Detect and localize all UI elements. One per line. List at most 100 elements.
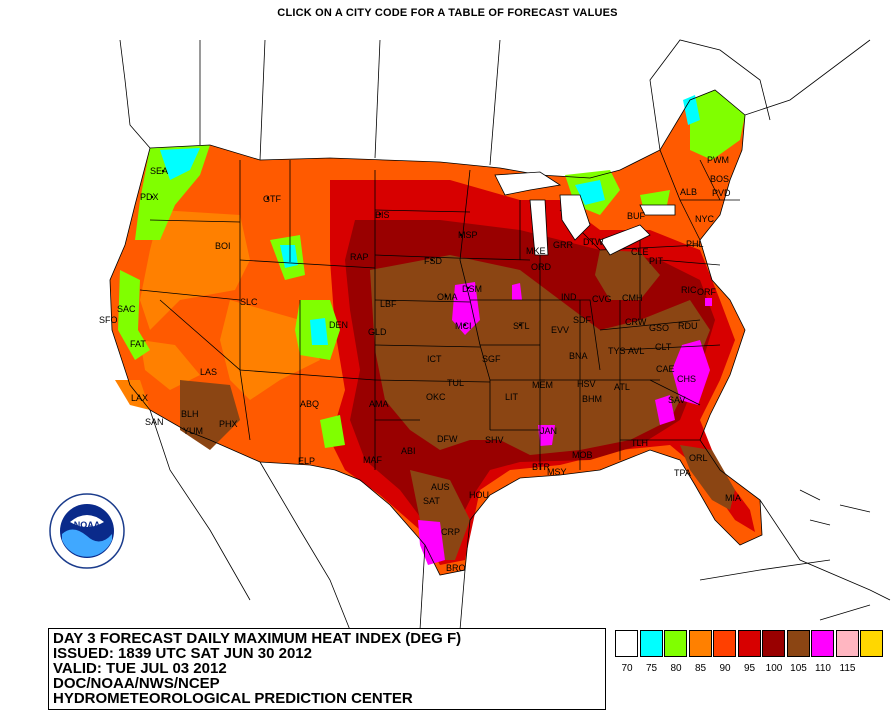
city-code-dtw[interactable]: DTW bbox=[583, 237, 604, 247]
city-code-dsm[interactable]: DSM bbox=[462, 284, 482, 294]
map-title: DAY 3 FORECAST DAILY MAXIMUM HEAT INDEX … bbox=[53, 630, 462, 647]
city-code-slc[interactable]: SLC bbox=[240, 297, 258, 307]
city-code-den[interactable]: DEN bbox=[329, 320, 349, 330]
city-code-sat[interactable]: SAT bbox=[423, 496, 440, 506]
city-code-bro[interactable]: BRO bbox=[446, 563, 466, 573]
legend-label: 105 bbox=[790, 663, 807, 674]
city-code-cvg[interactable]: CVG bbox=[592, 294, 612, 304]
city-code-shv[interactable]: SHV bbox=[485, 435, 504, 445]
city-code-sgf[interactable]: SGF bbox=[482, 354, 501, 364]
city-code-cmh[interactable]: CMH bbox=[622, 293, 643, 303]
city-code-avl[interactable]: AVL bbox=[628, 346, 645, 356]
legend-swatch bbox=[615, 630, 638, 657]
city-code-stl[interactable]: STL bbox=[513, 321, 530, 331]
city-code-pwm[interactable]: PWM bbox=[707, 155, 729, 165]
city-code-fsd[interactable]: FSD bbox=[424, 256, 442, 266]
city-code-msp[interactable]: MSP bbox=[458, 230, 478, 240]
city-code-sav[interactable]: SAV bbox=[668, 395, 686, 405]
city-code-elp[interactable]: ELP bbox=[298, 456, 316, 466]
city-code-evv[interactable]: EVV bbox=[551, 325, 570, 335]
city-code-hou[interactable]: HOU bbox=[469, 490, 489, 500]
city-code-bhm[interactable]: BHM bbox=[582, 394, 602, 404]
city-code-fat[interactable]: FAT bbox=[130, 339, 146, 349]
city-code-abi[interactable]: ABI bbox=[401, 446, 416, 456]
city-code-tys[interactable]: TYS bbox=[608, 346, 626, 356]
city-code-pvd[interactable]: PVD bbox=[712, 188, 731, 198]
city-code-okc[interactable]: OKC bbox=[426, 392, 446, 402]
city-code-lax[interactable]: LAX bbox=[131, 393, 149, 403]
city-code-las[interactable]: LAS bbox=[200, 367, 218, 377]
city-code-yum[interactable]: YUM bbox=[183, 426, 203, 436]
city-code-hsv[interactable]: HSV bbox=[577, 379, 596, 389]
noaa-logo: NOAA bbox=[49, 493, 125, 569]
city-code-cle[interactable]: CLE bbox=[631, 247, 649, 257]
city-code-nyc[interactable]: NYC bbox=[695, 214, 715, 224]
city-code-mke[interactable]: MKE bbox=[526, 246, 546, 256]
city-code-jan[interactable]: JAN bbox=[540, 426, 558, 436]
city-code-sac[interactable]: SAC bbox=[117, 304, 136, 314]
city-code-msy[interactable]: MSY bbox=[547, 467, 567, 477]
city-code-ord[interactable]: ORD bbox=[531, 262, 551, 272]
city-code-sea[interactable]: SEA bbox=[150, 166, 169, 176]
legend-swatch bbox=[786, 630, 810, 657]
city-code-ric[interactable]: RIC bbox=[681, 285, 697, 295]
legend-label: 90 bbox=[719, 663, 731, 674]
city-code-gld[interactable]: GLD bbox=[368, 327, 387, 337]
city-code-bna[interactable]: BNA bbox=[569, 351, 588, 361]
city-code-gso[interactable]: GSO bbox=[649, 323, 670, 333]
city-code-atl[interactable]: ATL bbox=[614, 382, 630, 392]
legend-swatch bbox=[713, 630, 736, 657]
legend-label: 115 bbox=[839, 663, 856, 674]
city-code-bis[interactable]: BIS bbox=[375, 210, 390, 220]
city-code-mia[interactable]: MIA bbox=[725, 493, 742, 503]
city-code-ama[interactable]: AMA bbox=[369, 399, 389, 409]
legend-swatch bbox=[835, 630, 859, 657]
city-code-alb[interactable]: ALB bbox=[680, 187, 698, 197]
city-code-rap[interactable]: RAP bbox=[350, 252, 369, 262]
city-code-dfw[interactable]: DFW bbox=[437, 434, 458, 444]
city-code-cae[interactable]: CAE bbox=[656, 364, 675, 374]
issued-time: ISSUED: 1839 UTC SAT JUN 30 2012 bbox=[53, 645, 312, 662]
city-code-buf[interactable]: BUF bbox=[627, 211, 645, 221]
city-code-pdx[interactable]: PDX bbox=[140, 192, 159, 202]
center-name: HYDROMETEOROLOGICAL PREDICTION CENTER bbox=[53, 690, 413, 707]
city-code-ict[interactable]: ICT bbox=[427, 354, 442, 364]
legend-label: 95 bbox=[743, 663, 756, 674]
city-code-mem[interactable]: MEM bbox=[532, 380, 553, 390]
city-code-clt[interactable]: CLT bbox=[655, 342, 672, 352]
legend-swatch bbox=[639, 630, 663, 657]
city-code-lbf[interactable]: LBF bbox=[380, 299, 397, 309]
city-code-pit[interactable]: PIT bbox=[649, 256, 664, 266]
city-code-phx[interactable]: PHX bbox=[219, 419, 238, 429]
city-code-rdu[interactable]: RDU bbox=[678, 321, 698, 331]
city-code-maf[interactable]: MAF bbox=[363, 455, 382, 465]
city-code-chs[interactable]: CHS bbox=[677, 374, 697, 384]
city-code-boi[interactable]: BOI bbox=[215, 241, 231, 251]
city-code-sfo[interactable]: SFO bbox=[99, 315, 118, 325]
city-code-tlh[interactable]: TLH bbox=[631, 438, 649, 448]
city-code-abq[interactable]: ABQ bbox=[300, 399, 320, 409]
city-code-orl[interactable]: ORL bbox=[689, 453, 708, 463]
city-code-phl[interactable]: PHL bbox=[686, 239, 704, 249]
city-code-crw[interactable]: CRW bbox=[625, 317, 647, 327]
city-code-san[interactable]: SAN bbox=[145, 417, 164, 427]
city-code-tul[interactable]: TUL bbox=[447, 378, 465, 388]
city-code-crp[interactable]: CRP bbox=[441, 527, 461, 537]
city-code-btr[interactable]: BTR bbox=[532, 462, 550, 472]
city-code-grr[interactable]: GRR bbox=[553, 240, 573, 250]
city-code-oma[interactable]: OMA bbox=[437, 292, 458, 302]
city-code-lit[interactable]: LIT bbox=[505, 392, 519, 402]
city-code-bos[interactable]: BOS bbox=[710, 174, 730, 184]
legend-swatch bbox=[860, 630, 883, 657]
city-code-mob[interactable]: MOB bbox=[572, 450, 593, 460]
city-code-blh[interactable]: BLH bbox=[181, 409, 199, 419]
valid-date: VALID: TUE JUL 03 2012 bbox=[53, 660, 227, 677]
city-code-sdf[interactable]: SDF bbox=[573, 315, 591, 325]
city-code-gtf[interactable]: GTF bbox=[263, 194, 281, 204]
city-code-ind[interactable]: IND bbox=[561, 292, 577, 302]
legend-label: 80 bbox=[670, 663, 682, 674]
city-code-tpa[interactable]: TPA bbox=[674, 468, 691, 478]
city-code-orf[interactable]: ORF bbox=[697, 287, 716, 297]
city-code-aus[interactable]: AUS bbox=[431, 482, 450, 492]
city-code-mci[interactable]: MCI bbox=[455, 321, 472, 331]
